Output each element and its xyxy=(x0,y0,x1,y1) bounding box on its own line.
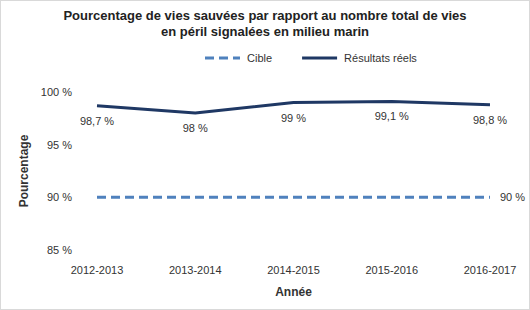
y-tick-label: 85 % xyxy=(47,244,72,256)
x-tick-label: 2012-2013 xyxy=(71,264,124,276)
legend-label: Résultats réels xyxy=(344,52,417,64)
legend-swatch xyxy=(205,57,240,60)
legend-swatch xyxy=(302,57,337,60)
x-tick-label: 2014-2015 xyxy=(267,264,320,276)
y-tick-label: 95 % xyxy=(47,139,72,151)
x-tick-label: 2016-2017 xyxy=(464,264,517,276)
series-line xyxy=(97,196,490,199)
x-tick-label: 2013-2014 xyxy=(169,264,222,276)
data-label: 99,1 % xyxy=(375,110,409,122)
title-line: Pourcentage de vies sauvées par rapport … xyxy=(63,8,466,23)
y-tick-label: 100 % xyxy=(41,86,72,98)
y-axis-title: Pourcentage xyxy=(17,134,31,207)
title-line: en péril signalées en milieu marin xyxy=(161,24,369,39)
plot-area xyxy=(97,101,490,197)
data-label: 98 % xyxy=(183,122,208,134)
frame xyxy=(1,1,530,310)
data-label: 90 % xyxy=(500,191,525,203)
legend-label: Cible xyxy=(247,52,272,64)
data-label: 98,7 % xyxy=(80,115,114,127)
chart: Pourcentage de vies sauvées par rapport … xyxy=(0,0,530,310)
data-label: 98,8 % xyxy=(473,114,507,126)
legend: Cible Résultats réels xyxy=(205,52,417,64)
x-tick-label: 2015-2016 xyxy=(365,264,418,276)
title: Pourcentage de vies sauvées par rapport … xyxy=(63,8,466,39)
x-axis-title: Année xyxy=(275,285,312,299)
y-tick-label: 90 % xyxy=(47,191,72,203)
data-label: 99 % xyxy=(281,112,306,124)
